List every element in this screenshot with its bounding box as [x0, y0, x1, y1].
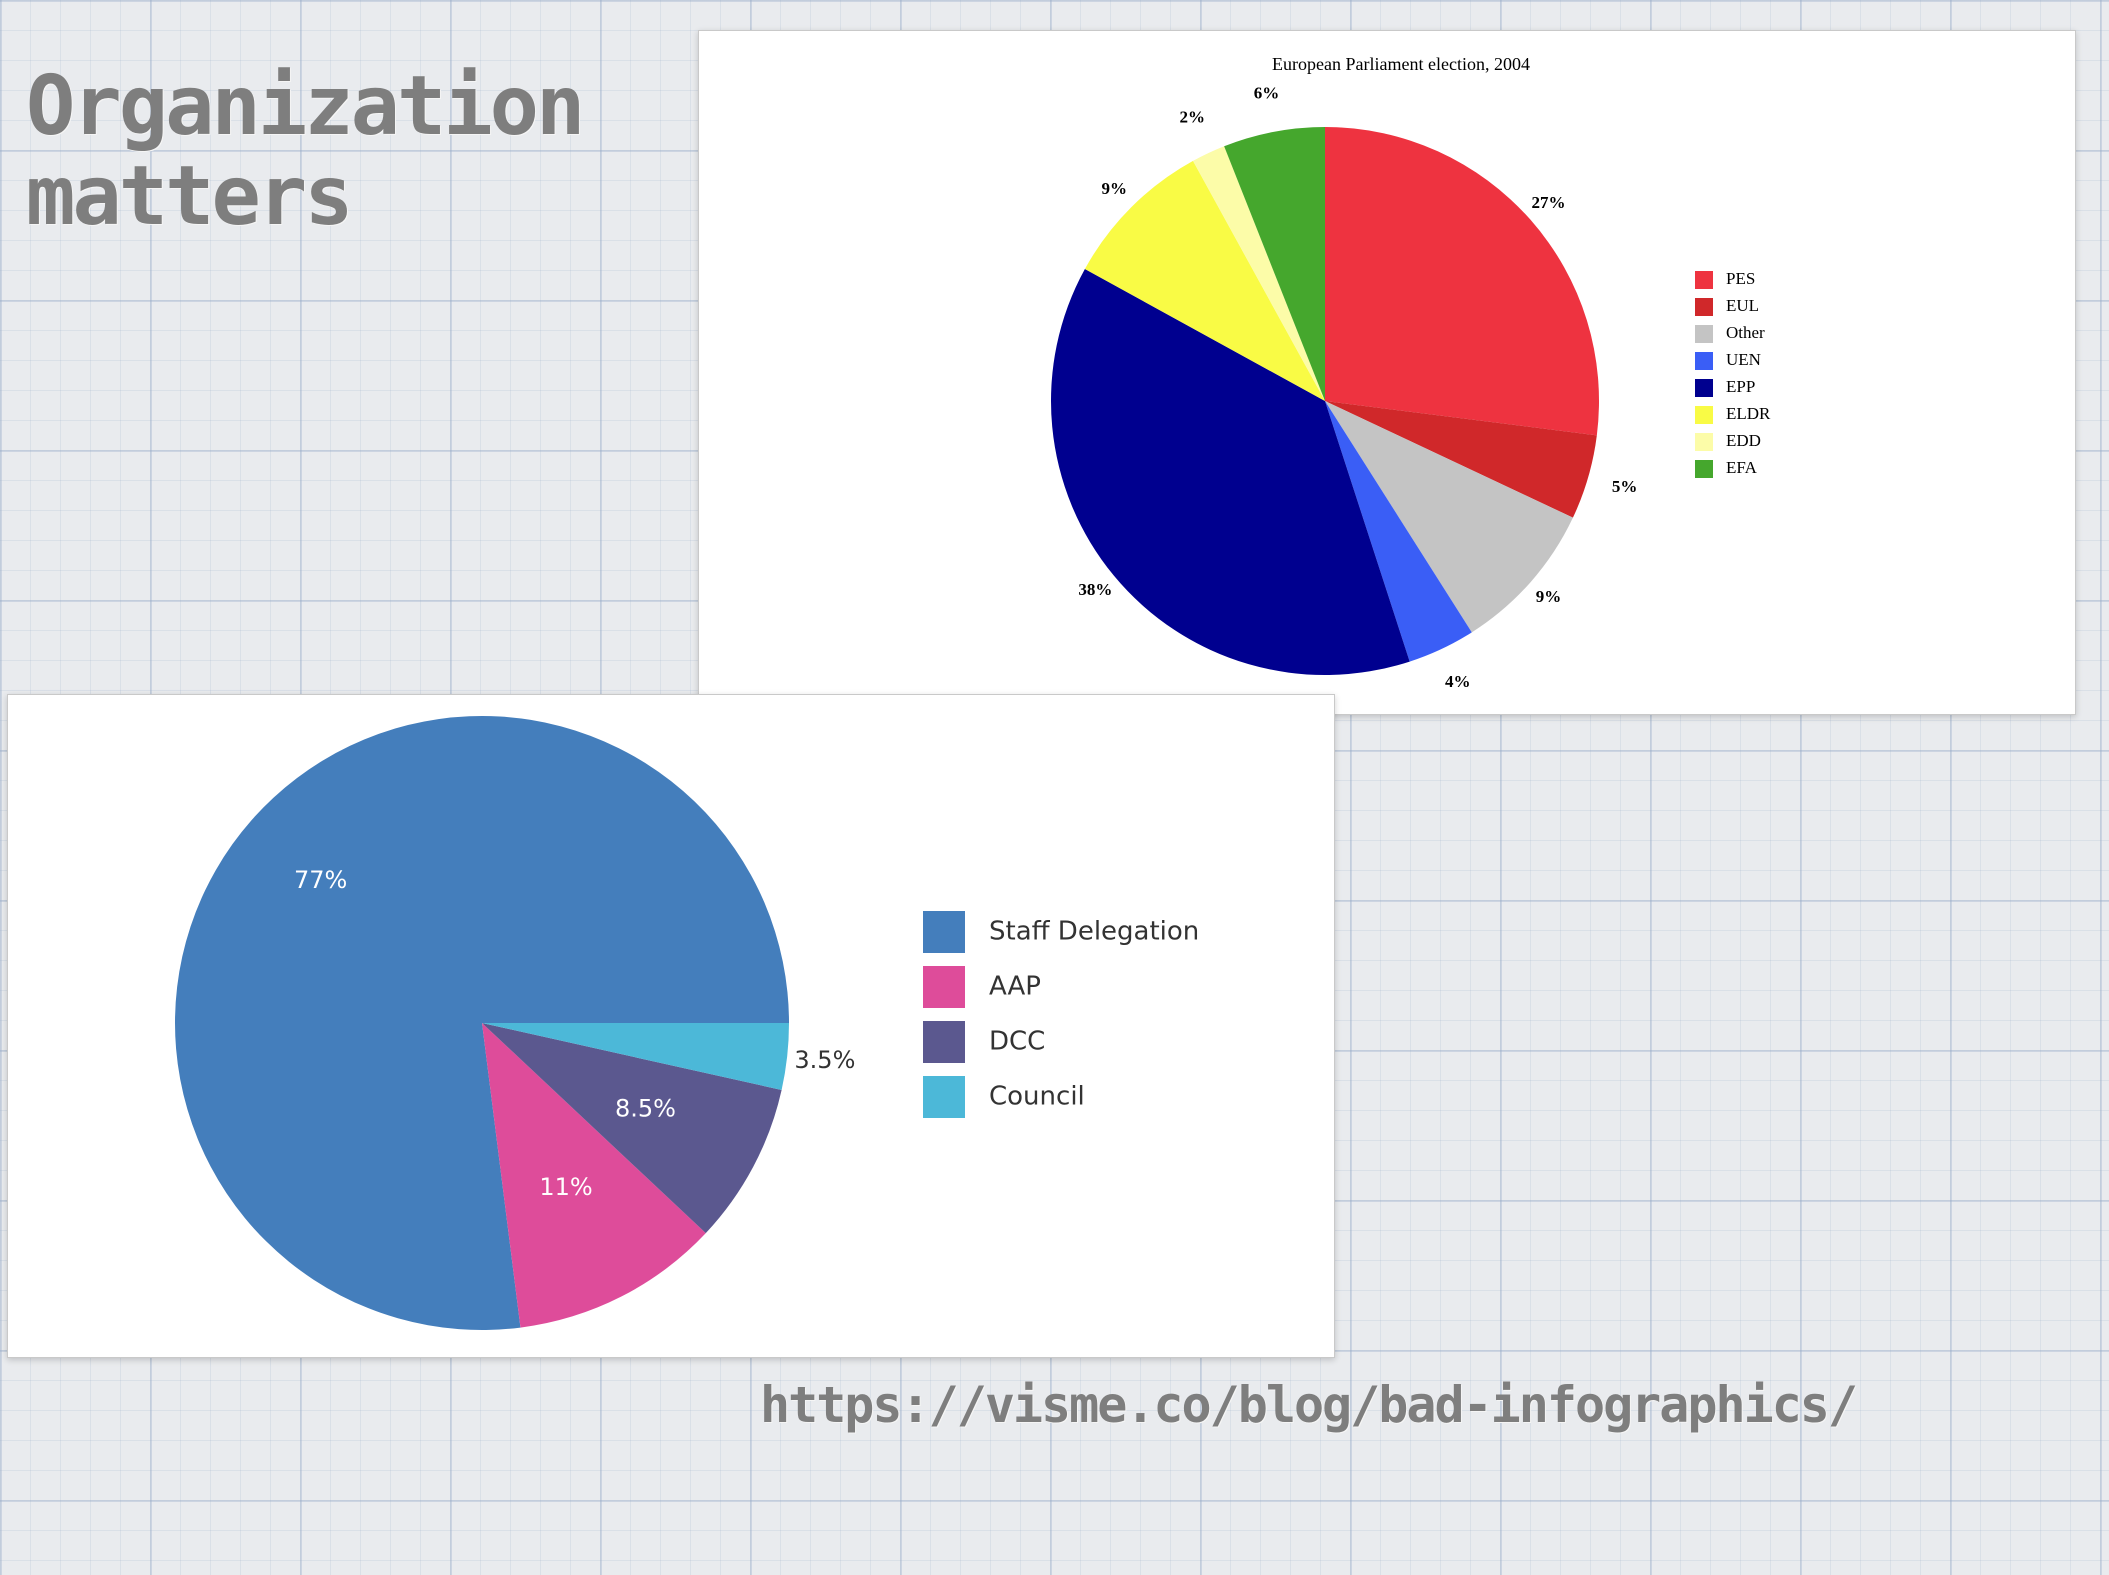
budget-legend-swatch-dcc [923, 1021, 965, 1063]
budget-legend-swatch-aap [923, 966, 965, 1008]
budget-legend-swatch-council [923, 1076, 965, 1118]
eu-legend-label-efa: EFA [1726, 458, 1758, 477]
eu-legend-label-other: Other [1726, 323, 1765, 342]
eu-slice-pes [1325, 127, 1600, 436]
eu-legend-label-pes: PES [1726, 269, 1755, 288]
slide-title: Organization matters [26, 59, 585, 244]
budget-pie-chart: 77% 11% 8.5% 3.5% Staff Delegation AAP DCC Cou… [174, 716, 1199, 1331]
eu-legend-item-edd: EDD [1695, 431, 1761, 451]
source-link[interactable]: https://visme.co/blog/bad-infographics/ [760, 1376, 1858, 1434]
eu-slice-uen [1325, 401, 1472, 662]
eu-legend-label-eldr: ELDR [1726, 404, 1771, 423]
budget-label-council: 3.5% [794, 1046, 855, 1074]
budget-legend-label-staff-delegation: Staff Delegation [989, 917, 1199, 947]
eu-slice-edd [1193, 146, 1325, 401]
eu-legend-item-efa: EFA [1695, 458, 1758, 478]
budget-legend-item-dcc: DCC [923, 1021, 1045, 1063]
eu-legend-swatch-other [1695, 325, 1713, 343]
budget-label-staff-delegation: 77% [294, 866, 347, 894]
budget-legend-swatch-staff-delegation [923, 911, 965, 953]
eu-pie-slices [1050, 127, 1600, 676]
slide-title-line-1: Organization [26, 59, 585, 154]
eu-legend-item-epp: EPP [1695, 377, 1755, 397]
budget-legend-item-staff-delegation: Staff Delegation [923, 911, 1199, 953]
budget-legend-label-aap: AAP [989, 972, 1041, 1002]
eu-legend-swatch-eul [1695, 298, 1713, 316]
eu-legend-item-uen: UEN [1695, 350, 1761, 370]
eu-legend-item-other: Other [1695, 323, 1765, 343]
budget-chart-panel: 77% 11% 8.5% 3.5% Staff Delegation AAP DCC Cou… [7, 694, 1335, 1358]
eu-legend-swatch-pes [1695, 271, 1713, 289]
eu-label-eul: 5% [1612, 477, 1638, 496]
eu-slice-efa [1224, 127, 1325, 401]
eu-legend-label-uen: UEN [1726, 350, 1761, 369]
budget-legend-label-dcc: DCC [989, 1027, 1045, 1057]
slide-title-line-2: matters [26, 149, 354, 244]
eu-legend-item-eul: EUL [1695, 296, 1759, 316]
budget-legend-label-council: Council [989, 1082, 1085, 1112]
eu-legend-swatch-epp [1695, 379, 1713, 397]
eu-label-edd: 2% [1179, 108, 1205, 127]
eu-legend-label-epp: EPP [1726, 377, 1755, 396]
eu-legend-item-pes: PES [1695, 269, 1755, 289]
eu-legend-label-edd: EDD [1726, 431, 1761, 450]
budget-legend: Staff Delegation AAP DCC Council [923, 911, 1199, 1118]
eu-label-epp: 38% [1078, 580, 1112, 599]
budget-label-dcc: 8.5% [615, 1095, 676, 1123]
eu-label-eldr: 9% [1102, 179, 1128, 198]
eu-legend-label-eul: EUL [1726, 296, 1759, 315]
budget-pie-labels: 77% 11% 8.5% 3.5% [294, 866, 855, 1201]
eu-label-other: 9% [1536, 587, 1562, 606]
eu-pie-labels: 27% 5% 9% 4% 38% 9% 2% 6% [1078, 83, 1637, 691]
eu-slice-eldr [1084, 160, 1325, 401]
budget-slice-dcc [482, 1023, 782, 1234]
eu-legend-swatch-edd [1695, 433, 1713, 451]
eu-legend-swatch-efa [1695, 460, 1713, 478]
budget-slice-council [482, 1023, 789, 1090]
eu-election-pie-chart: European Parliament election, 2004 27% 5%… [1050, 54, 1771, 691]
eu-chart-title: European Parliament election, 2004 [1272, 54, 1530, 74]
budget-slice-staff-delegation [174, 716, 789, 1331]
budget-legend-item-council: Council [923, 1076, 1085, 1118]
eu-election-chart-panel: European Parliament election, 2004 27% 5%… [698, 30, 2076, 715]
budget-pie-slices [174, 716, 789, 1331]
eu-legend-swatch-uen [1695, 352, 1713, 370]
eu-slice-other [1325, 401, 1573, 633]
eu-label-efa: 6% [1254, 83, 1280, 102]
budget-label-aap: 11% [539, 1173, 592, 1201]
eu-slice-eul [1325, 401, 1597, 518]
budget-slice-aap [482, 1023, 706, 1328]
eu-slice-epp [1050, 269, 1410, 676]
eu-legend-swatch-eldr [1695, 406, 1713, 424]
eu-label-pes: 27% [1532, 193, 1566, 212]
eu-legend-item-eldr: ELDR [1695, 404, 1771, 424]
budget-legend-item-aap: AAP [923, 966, 1041, 1008]
eu-legend: PES EUL Other UEN EPP ELDR EDD EFA [1695, 269, 1771, 478]
eu-label-uen: 4% [1445, 672, 1471, 691]
